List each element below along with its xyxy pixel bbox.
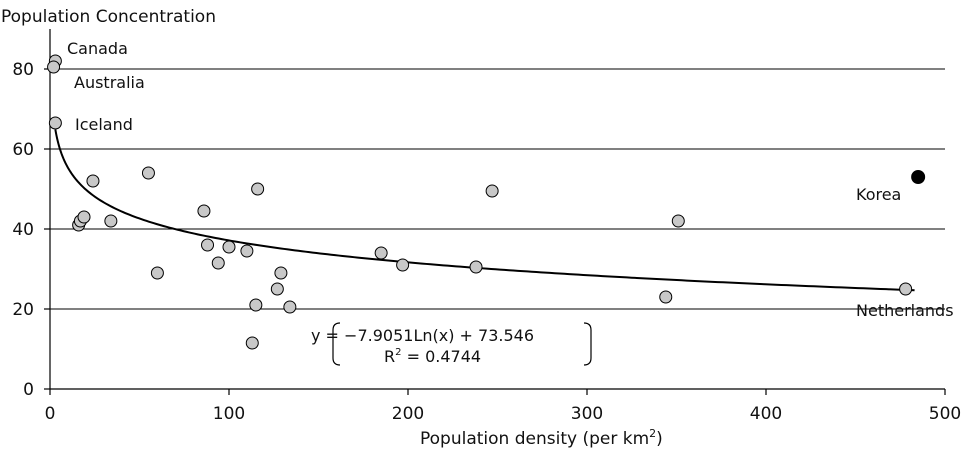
x-axis-title: Population density (per km2) — [420, 427, 663, 449]
r-value: = 0.4744 — [402, 347, 482, 366]
data-point-16 — [249, 298, 263, 312]
data-point-23 — [469, 260, 483, 274]
label-australia: Australia — [74, 73, 145, 92]
y-tick-label-40: 40 — [12, 220, 34, 240]
data-point-18 — [270, 282, 284, 296]
y-tick-label-0: 0 — [23, 380, 34, 400]
data-point-21 — [374, 246, 388, 260]
data-point-17 — [251, 182, 265, 196]
data-points — [47, 54, 926, 350]
equation-line-1: y = −7.9051Ln(x) + 73.546 — [311, 326, 534, 345]
x-axis-title-main: Population density (per km — [420, 429, 649, 449]
data-point-10 — [197, 204, 211, 218]
x-tick-label-0: 0 — [45, 404, 56, 424]
y-tick-label-60: 60 — [12, 140, 34, 160]
label-canada: Canada — [67, 39, 128, 58]
data-point-2 — [48, 116, 62, 130]
equation-right-brace — [583, 322, 592, 366]
y-tick-label-80: 80 — [12, 60, 34, 80]
x-tick-label-300: 300 — [571, 404, 603, 424]
equation-box: y = −7.9051Ln(x) + 73.546 R2 = 0.4744 — [311, 322, 592, 366]
x-axis-title-sup: 2 — [649, 427, 656, 440]
label-netherlands: Netherlands — [856, 301, 954, 320]
label-korea: Korea — [856, 185, 901, 204]
data-point-9 — [150, 266, 164, 280]
y-axis-title: Population Concentration — [1, 7, 216, 27]
x-tick-label-500: 500 — [929, 404, 961, 424]
data-point-12 — [211, 256, 225, 270]
data-point-7 — [104, 214, 118, 228]
data-point-19 — [274, 266, 288, 280]
data-point-15 — [245, 336, 259, 350]
data-point-korea — [911, 170, 926, 184]
data-point-14 — [240, 244, 254, 258]
data-point-26 — [671, 214, 685, 228]
data-point-8 — [141, 166, 155, 180]
y-tick-label-20: 20 — [12, 300, 34, 320]
y-ticks: 0 20 40 60 80 — [12, 60, 50, 400]
x-axis-title-end: ) — [656, 429, 663, 449]
axes — [49, 29, 945, 390]
data-point-6 — [86, 174, 100, 188]
x-tick-label-200: 200 — [392, 404, 424, 424]
label-iceland: Iceland — [75, 115, 133, 134]
data-point-5 — [77, 210, 91, 224]
data-point-1 — [47, 60, 61, 74]
data-point-20 — [283, 300, 297, 314]
data-point-22 — [396, 258, 410, 272]
x-ticks: 0 100 200 300 400 500 — [45, 389, 961, 424]
x-tick-label-100: 100 — [213, 404, 245, 424]
data-point-25 — [659, 290, 673, 304]
trendline — [54, 129, 915, 292]
data-point-11 — [201, 238, 215, 252]
equation-line-2: R2 = 0.4744 — [384, 347, 481, 366]
r-sup: 2 — [395, 347, 401, 358]
data-point-27 — [899, 282, 913, 296]
x-tick-label-400: 400 — [750, 404, 782, 424]
equation-left-brace — [332, 322, 341, 366]
data-point-13 — [222, 240, 236, 254]
data-point-24 — [485, 184, 499, 198]
r-label: R — [384, 347, 395, 366]
grid-lines — [50, 68, 945, 310]
